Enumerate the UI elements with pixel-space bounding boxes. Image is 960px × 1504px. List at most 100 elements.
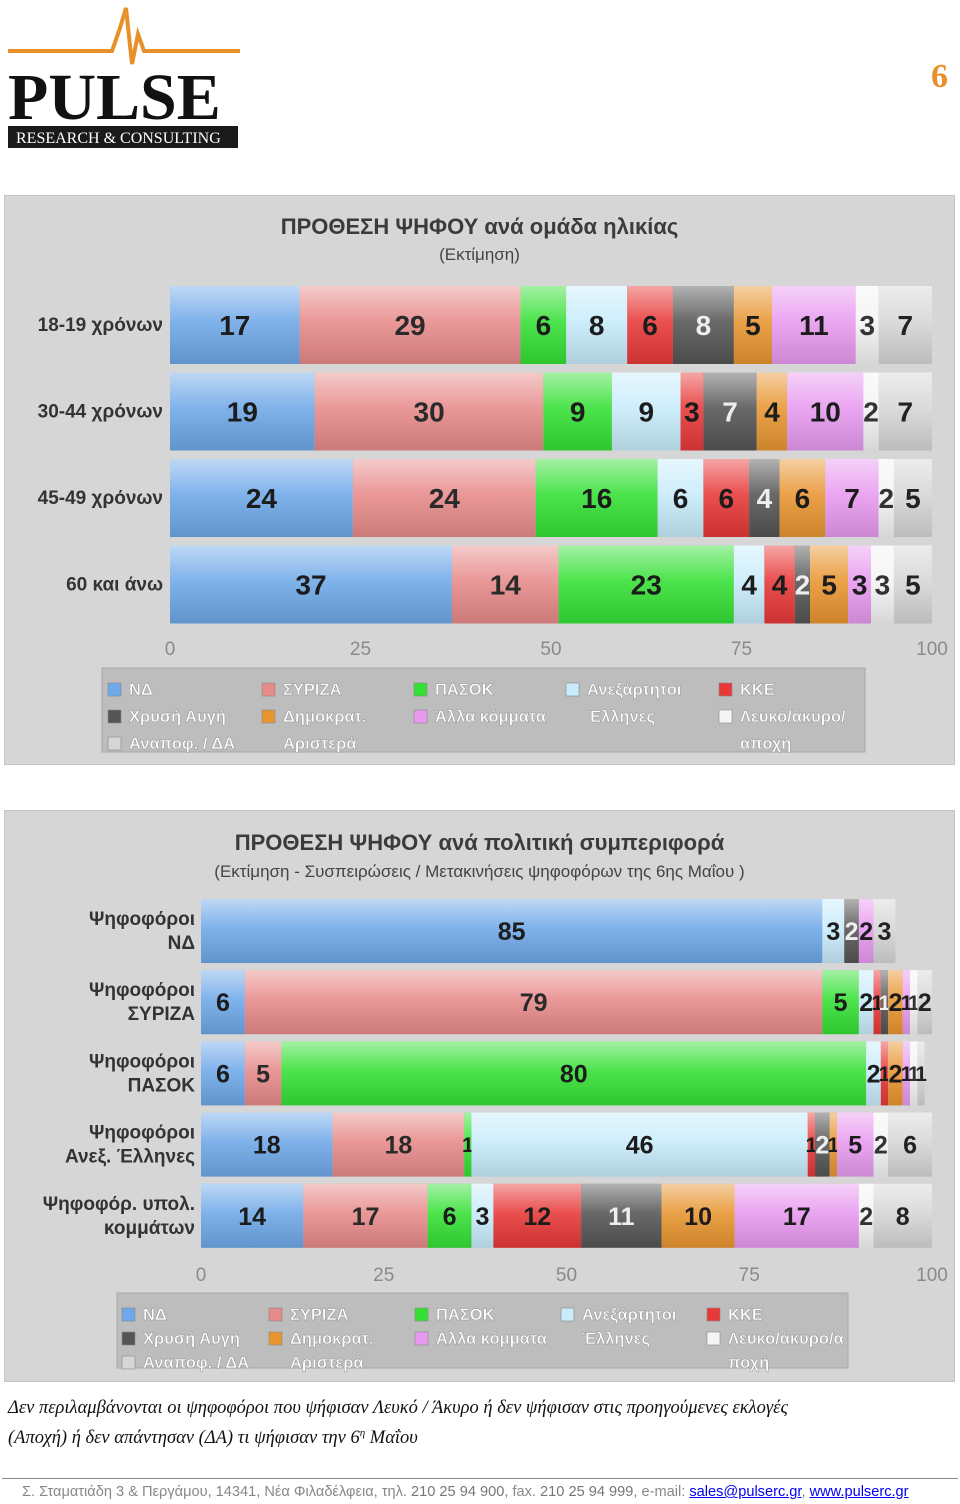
legend-label: Χρυσή Αυγή bbox=[143, 1330, 240, 1348]
legend-label: Αριστερά bbox=[283, 735, 357, 753]
logo-pulse-line-icon bbox=[8, 7, 240, 65]
bar-gloss bbox=[910, 970, 918, 1035]
legend-label: Άλλα κόμματα bbox=[436, 1330, 547, 1348]
bar-gloss bbox=[558, 545, 734, 624]
legend-swatch bbox=[414, 1331, 429, 1346]
bar-gloss bbox=[829, 1112, 837, 1177]
bar-gloss bbox=[244, 970, 823, 1035]
logo-subtitle-band bbox=[8, 126, 238, 148]
bar-gloss bbox=[779, 459, 826, 537]
bar-gloss bbox=[352, 459, 536, 537]
legend-label: ΝΔ bbox=[143, 1306, 167, 1324]
category-label: κομμάτων bbox=[104, 1218, 195, 1239]
data-label: 85 bbox=[498, 918, 526, 946]
data-label: 1 bbox=[879, 992, 891, 1015]
data-label: 2 bbox=[888, 1060, 902, 1088]
legend-swatch bbox=[706, 1331, 721, 1346]
x-tick-label: 75 bbox=[731, 639, 752, 660]
bar-gloss bbox=[201, 1041, 245, 1106]
x-tick-label: 100 bbox=[916, 1265, 948, 1286]
legend-label: ΣΥΡΙΖΑ bbox=[283, 681, 342, 699]
bar-gloss bbox=[244, 1041, 282, 1106]
x-tick-label: 75 bbox=[739, 1265, 760, 1286]
data-label: 17 bbox=[783, 1203, 811, 1231]
bar-gloss bbox=[873, 970, 881, 1035]
data-label: 18 bbox=[384, 1132, 412, 1160]
legend-box bbox=[116, 1292, 849, 1369]
bar-gloss bbox=[888, 1112, 932, 1177]
data-label: 1 bbox=[827, 1134, 839, 1157]
page-number: 6 bbox=[931, 58, 948, 95]
bar-gloss bbox=[878, 286, 932, 364]
bar-gloss bbox=[873, 1183, 932, 1248]
data-label: 14 bbox=[490, 570, 522, 601]
legend-swatch bbox=[121, 1355, 136, 1370]
page-footer: Σ. Σταματιάδη 3 & Περγάμου, 14341, Νέα Φ… bbox=[22, 1484, 909, 1500]
data-label: 1 bbox=[908, 992, 920, 1015]
bar-gloss bbox=[493, 1183, 582, 1248]
data-label: 2 bbox=[888, 989, 902, 1017]
website-link[interactable]: www.pulserc.gr bbox=[809, 1484, 909, 1500]
legend-label: Λευκό/άκυρο/ bbox=[740, 708, 846, 726]
bar-gloss bbox=[299, 286, 521, 364]
data-label: 2 bbox=[859, 918, 873, 946]
data-label: 30 bbox=[414, 397, 445, 428]
legend-label: ΠΑΣΟΚ bbox=[436, 1306, 495, 1324]
bar-gloss bbox=[627, 286, 673, 364]
category-label: Ψηφοφόροι bbox=[89, 980, 195, 1001]
bar-gloss bbox=[661, 1183, 735, 1248]
data-label: 6 bbox=[673, 483, 689, 514]
legend-label: Αναποφ. / ΔΑ bbox=[143, 1354, 249, 1372]
bar-gloss bbox=[794, 545, 811, 624]
data-label: 5 bbox=[905, 570, 921, 601]
bar-gloss bbox=[332, 1112, 465, 1177]
bar-gloss bbox=[873, 1112, 889, 1177]
legend-swatch bbox=[718, 709, 733, 724]
bar-gloss bbox=[672, 286, 734, 364]
bar-gloss bbox=[848, 545, 872, 624]
bar-gloss bbox=[844, 899, 859, 963]
data-label: 5 bbox=[745, 310, 761, 341]
data-label: 2 bbox=[874, 1132, 888, 1160]
data-label: 5 bbox=[256, 1060, 270, 1088]
category-label: ΣΥΡΙΖΑ bbox=[128, 1004, 196, 1025]
bar-gloss bbox=[703, 372, 757, 451]
bar-gloss bbox=[170, 459, 353, 537]
bar-gloss bbox=[703, 459, 750, 537]
chart-subtitle: (Εκτίμηση) bbox=[439, 245, 520, 264]
data-label: 1 bbox=[908, 1063, 920, 1086]
bar-gloss bbox=[734, 1183, 859, 1248]
data-label: 3 bbox=[475, 1203, 489, 1231]
bar-gloss bbox=[303, 1183, 428, 1248]
legend-swatch bbox=[107, 736, 122, 751]
data-label: 2 bbox=[867, 1060, 881, 1088]
category-label: Ψηφοφόρ. υπολ. bbox=[43, 1194, 195, 1215]
data-label: 2 bbox=[815, 1132, 829, 1160]
email-link[interactable]: sales@pulserc.gr bbox=[689, 1484, 802, 1500]
data-label: 79 bbox=[520, 989, 548, 1017]
legend-label: αποχή bbox=[740, 735, 791, 753]
data-label: 2 bbox=[863, 397, 879, 428]
bar-gloss bbox=[866, 1041, 881, 1106]
data-label: 5 bbox=[834, 989, 848, 1017]
data-label: 1 bbox=[462, 1134, 474, 1157]
category-label: 60 και άνω bbox=[66, 575, 163, 596]
data-label: 37 bbox=[295, 570, 326, 601]
x-tick-label: 25 bbox=[350, 639, 371, 660]
data-label: 19 bbox=[227, 397, 258, 428]
category-label: 18-19 χρόνων bbox=[38, 315, 163, 336]
bar-gloss bbox=[170, 372, 315, 451]
data-label: 3 bbox=[826, 918, 840, 946]
legend-swatch bbox=[268, 1307, 283, 1322]
chart-behavior-panel: ΠΡΟΘΕΣΗ ΨΗΦΟΥ ανά πολιτική συμπεριφορά (… bbox=[4, 810, 955, 1382]
data-label: 4 bbox=[772, 570, 788, 601]
footnote-line-1: Δεν περιλαμβάνονται οι ψηφοφόροι που ψήφ… bbox=[8, 1398, 788, 1418]
legend-swatch bbox=[718, 682, 733, 697]
chart-title: ΠΡΟΘΕΣΗ ΨΗΦΟΥ ανά ομάδα ηλικίας bbox=[280, 214, 679, 239]
data-label: 2 bbox=[859, 1203, 873, 1231]
legend-label: ΚΚΕ bbox=[740, 681, 775, 699]
legend-swatch bbox=[706, 1307, 721, 1322]
legend-swatch bbox=[107, 709, 122, 724]
data-label: 3 bbox=[859, 310, 875, 341]
bar-gloss bbox=[855, 286, 879, 364]
